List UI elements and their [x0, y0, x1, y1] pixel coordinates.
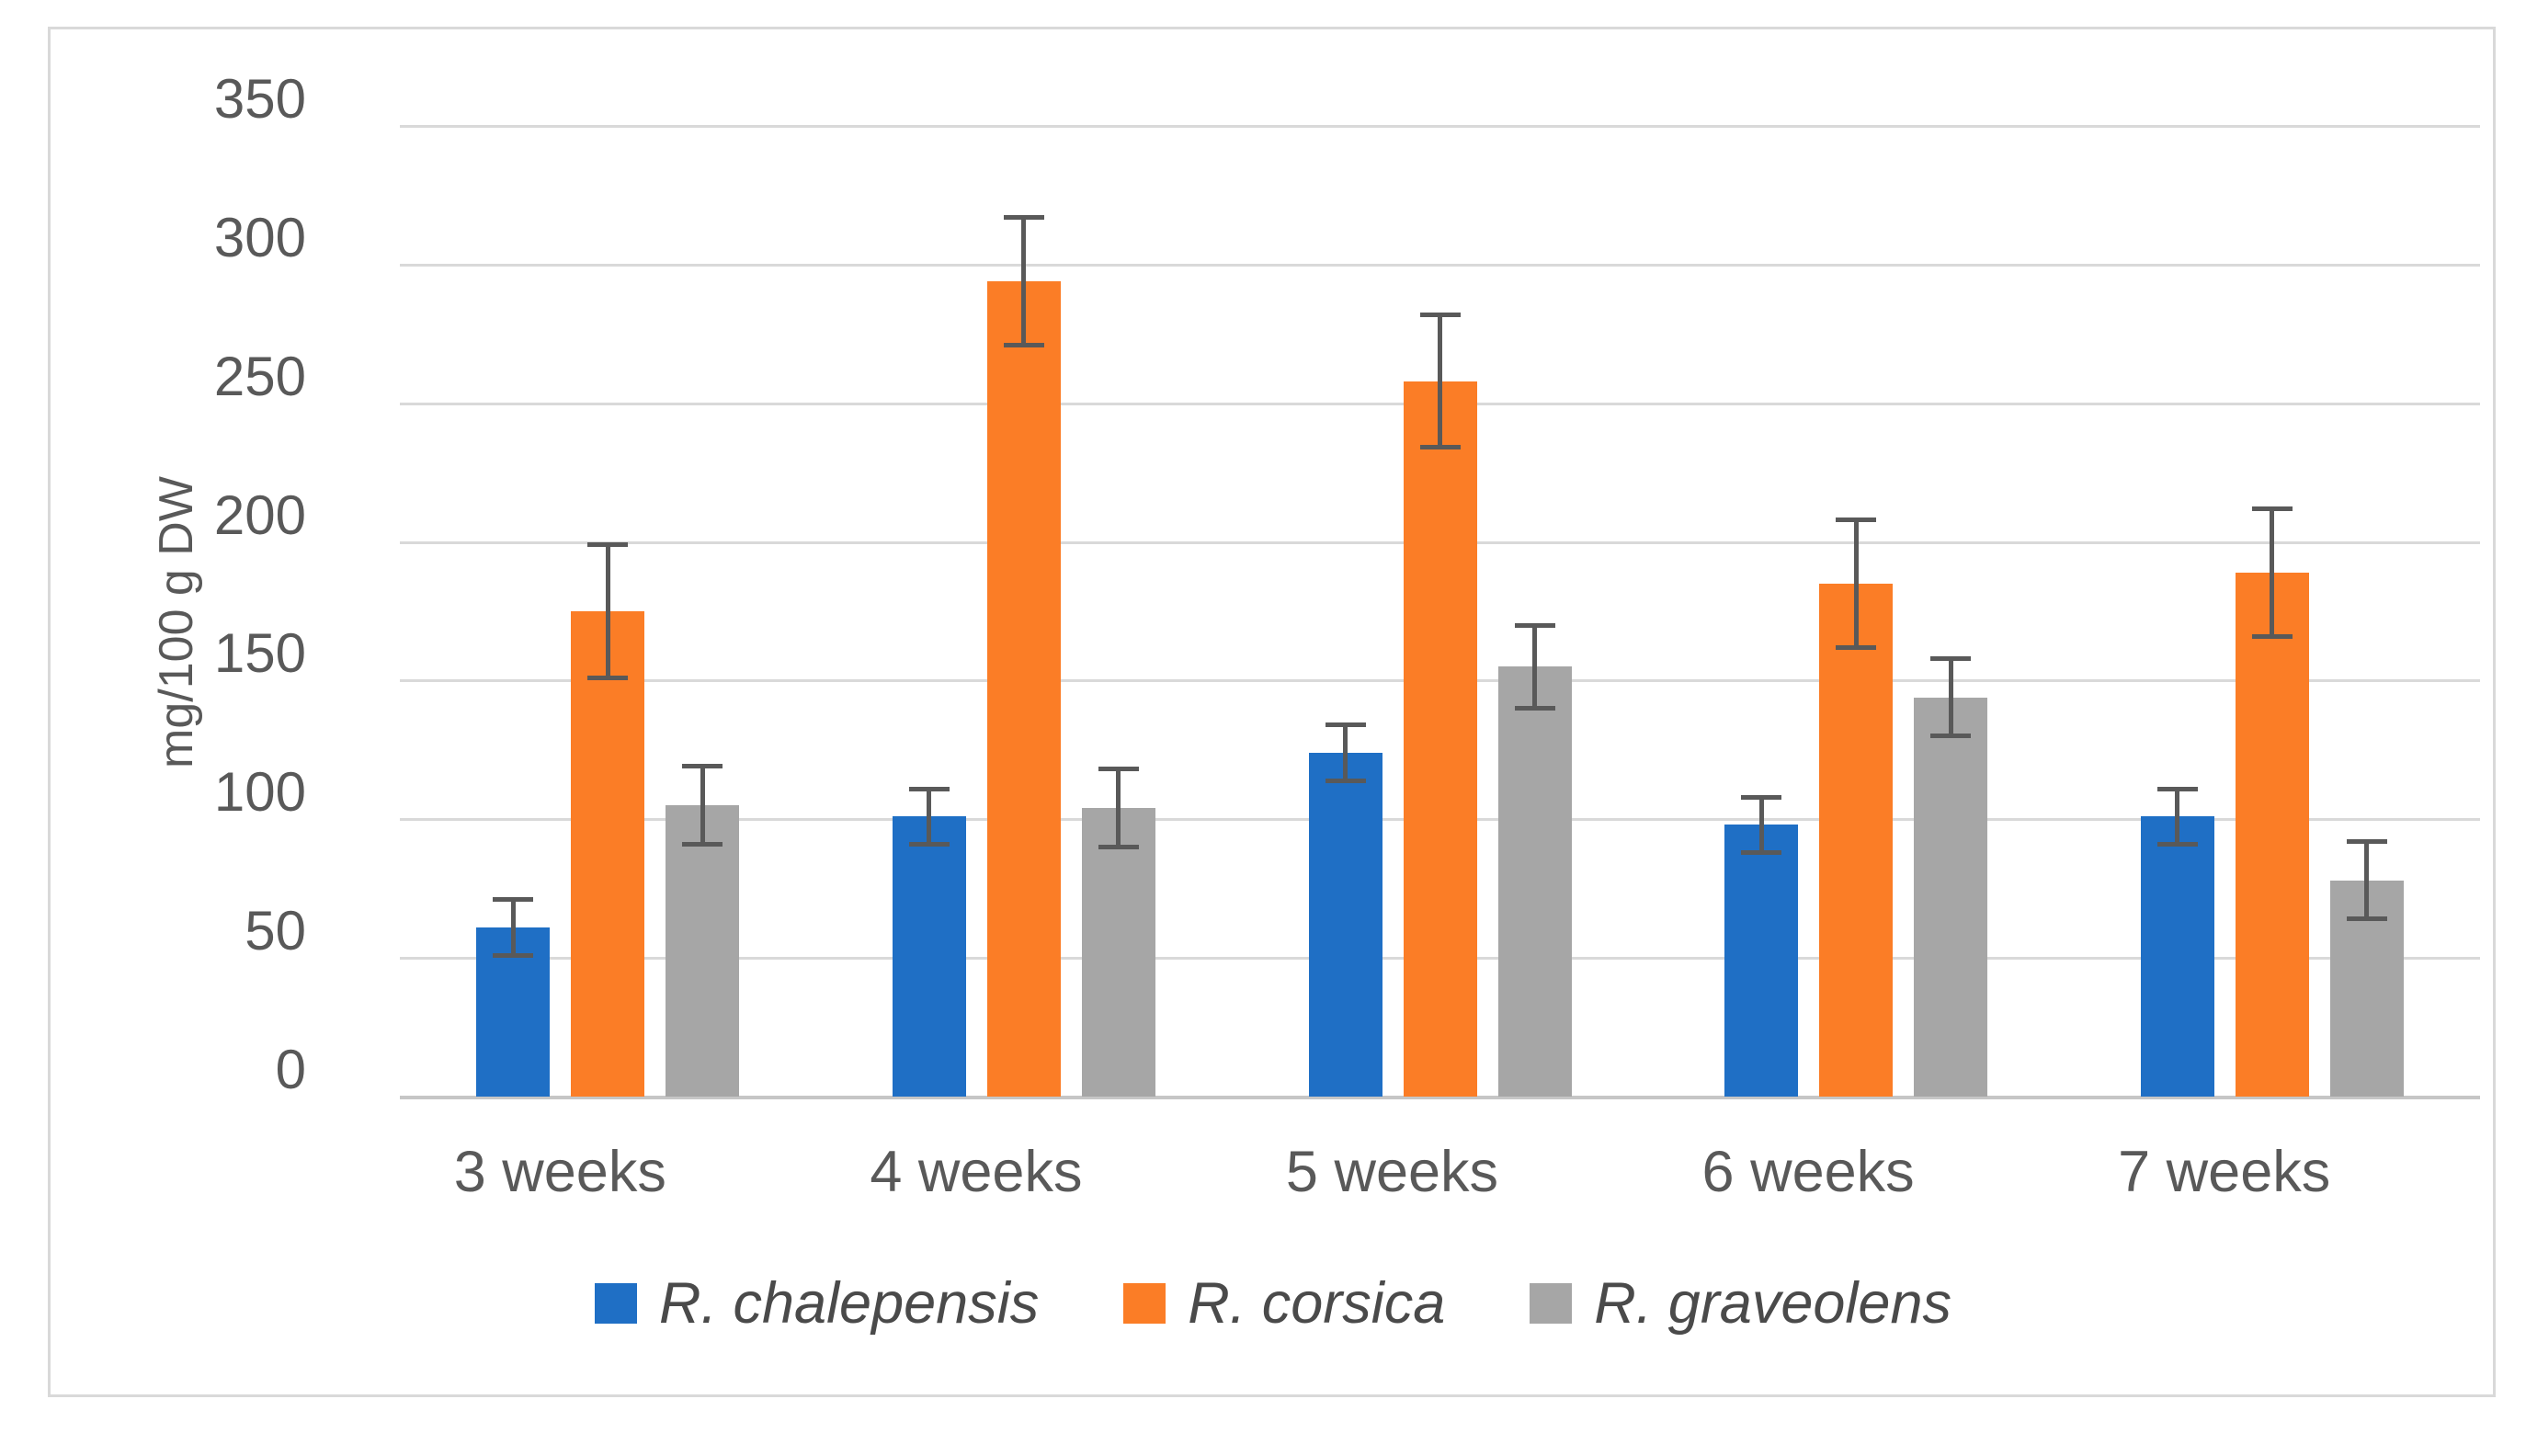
error-bar-r-graveolens-5-weeks	[1532, 625, 1537, 709]
bar-r-corsica-4-weeks	[986, 280, 1061, 1097]
bar-r-chalepensis-6-weeks	[1724, 825, 1799, 1097]
y-tick-label-300: 300	[213, 206, 306, 268]
error-bar-cap-bottom-r-graveolens-3-weeks	[682, 841, 723, 847]
chart-frame: mg/100 g DW 0 50 100 150 200 250 300 350 3 week…	[48, 27, 2496, 1397]
bar-r-graveolens-4-weeks	[1081, 808, 1155, 1097]
plot-area	[400, 125, 2480, 1099]
error-bar-cap-top-r-chalepensis-5-weeks	[1325, 722, 1366, 728]
error-bar-cap-bottom-r-chalepensis-6-weeks	[1741, 849, 1782, 855]
y-tick-label-350: 350	[213, 68, 306, 130]
error-bar-cap-top-r-corsica-3-weeks	[587, 542, 629, 548]
error-bar-cap-top-r-graveolens-7-weeks	[2346, 838, 2387, 844]
error-bar-r-corsica-3-weeks	[605, 544, 610, 678]
error-bar-r-corsica-4-weeks	[1021, 217, 1027, 346]
error-bar-cap-top-r-graveolens-4-weeks	[1098, 767, 1139, 772]
error-bar-cap-bottom-r-corsica-6-weeks	[1836, 644, 1877, 650]
x-tick-label-5-weeks: 5 weeks	[1285, 1140, 1499, 1204]
legend-swatch-r-graveolens	[1530, 1283, 1573, 1324]
legend: R. chalepensis R. corsica R. graveolens	[48, 1270, 2498, 1337]
legend-item-r-chalepensis: R. chalepensis	[594, 1270, 1040, 1337]
error-bar-cap-top-r-corsica-5-weeks	[1419, 312, 1461, 317]
x-tick-label-7-weeks: 7 weeks	[2118, 1140, 2331, 1204]
error-bar-cap-bottom-r-corsica-3-weeks	[587, 675, 629, 680]
x-axis-line	[400, 1096, 2480, 1099]
y-tick-label-100: 100	[213, 761, 306, 824]
error-bar-r-chalepensis-3-weeks	[510, 899, 516, 956]
error-bar-cap-bottom-r-graveolens-6-weeks	[1930, 734, 1972, 739]
error-bar-cap-top-r-corsica-4-weeks	[1003, 215, 1044, 221]
error-bar-cap-top-r-graveolens-6-weeks	[1930, 655, 1972, 661]
y-tick-label-250: 250	[213, 345, 306, 407]
error-bar-cap-top-r-corsica-6-weeks	[1836, 517, 1877, 522]
legend-item-r-graveolens: R. graveolens	[1530, 1270, 1951, 1337]
error-bar-r-graveolens-6-weeks	[1948, 658, 1953, 736]
bar-r-chalepensis-7-weeks	[2140, 816, 2214, 1097]
error-bar-r-corsica-6-weeks	[1853, 519, 1859, 648]
error-bar-r-corsica-7-weeks	[2270, 508, 2275, 637]
error-bar-r-corsica-5-weeks	[1438, 314, 1442, 448]
error-bar-cap-top-r-chalepensis-3-weeks	[493, 897, 534, 903]
bar-r-chalepensis-4-weeks	[892, 816, 966, 1097]
legend-label-r-corsica: R. corsica	[1188, 1271, 1446, 1336]
error-bar-cap-bottom-r-chalepensis-3-weeks	[493, 952, 534, 958]
bar-r-corsica-6-weeks	[1819, 583, 1894, 1097]
error-bar-r-chalepensis-5-weeks	[1343, 724, 1348, 781]
error-bar-cap-bottom-r-corsica-7-weeks	[2251, 633, 2293, 639]
bar-r-corsica-3-weeks	[571, 611, 645, 1097]
y-tick-label-200: 200	[213, 483, 306, 546]
bar-r-corsica-7-weeks	[2235, 572, 2309, 1097]
y-tick-label-50: 50	[245, 900, 306, 962]
y-tick-label-150: 150	[213, 622, 306, 685]
x-tick-label-3-weeks: 3 weeks	[453, 1140, 666, 1204]
error-bar-cap-bottom-r-corsica-5-weeks	[1419, 445, 1461, 450]
error-bar-cap-top-r-chalepensis-6-weeks	[1741, 794, 1782, 800]
error-bar-cap-bottom-r-graveolens-5-weeks	[1514, 706, 1555, 711]
legend-swatch-r-chalepensis	[594, 1283, 637, 1324]
bar-r-chalepensis-5-weeks	[1308, 752, 1382, 1097]
error-bar-r-chalepensis-4-weeks	[927, 789, 932, 845]
gridline-350	[400, 125, 2480, 128]
legend-swatch-r-corsica	[1123, 1283, 1166, 1324]
error-bar-r-chalepensis-6-weeks	[1758, 797, 1764, 853]
error-bar-r-graveolens-4-weeks	[1116, 768, 1121, 847]
x-tick-label-4-weeks: 4 weeks	[870, 1140, 1083, 1204]
legend-item-r-corsica: R. corsica	[1123, 1270, 1445, 1337]
error-bar-r-graveolens-7-weeks	[2364, 841, 2370, 919]
error-bar-cap-bottom-r-chalepensis-4-weeks	[908, 841, 950, 847]
error-bar-cap-top-r-chalepensis-7-weeks	[2156, 786, 2198, 791]
error-bar-cap-bottom-r-graveolens-7-weeks	[2346, 916, 2387, 922]
error-bar-cap-bottom-r-graveolens-4-weeks	[1098, 844, 1139, 849]
gridline-300	[400, 263, 2480, 267]
bar-r-graveolens-6-weeks	[1914, 697, 1988, 1097]
error-bar-cap-top-r-graveolens-5-weeks	[1514, 622, 1555, 628]
error-bar-cap-bottom-r-chalepensis-5-weeks	[1325, 778, 1366, 783]
error-bar-cap-top-r-chalepensis-4-weeks	[908, 786, 950, 791]
bar-r-corsica-5-weeks	[1403, 381, 1477, 1097]
error-bar-cap-bottom-r-corsica-4-weeks	[1003, 342, 1044, 347]
legend-label-r-graveolens: R. graveolens	[1594, 1271, 1951, 1336]
error-bar-r-graveolens-3-weeks	[700, 766, 705, 845]
error-bar-cap-top-r-corsica-7-weeks	[2251, 506, 2293, 511]
bar-r-graveolens-5-weeks	[1497, 666, 1572, 1097]
x-tick-label-6-weeks: 6 weeks	[1701, 1140, 1915, 1204]
error-bar-cap-bottom-r-chalepensis-7-weeks	[2156, 841, 2198, 847]
error-bar-r-chalepensis-7-weeks	[2175, 789, 2180, 845]
legend-label-r-chalepensis: R. chalepensis	[658, 1271, 1040, 1336]
error-bar-cap-top-r-graveolens-3-weeks	[682, 764, 723, 769]
bar-r-graveolens-3-weeks	[666, 805, 740, 1097]
y-tick-label-0: 0	[275, 1039, 306, 1100]
